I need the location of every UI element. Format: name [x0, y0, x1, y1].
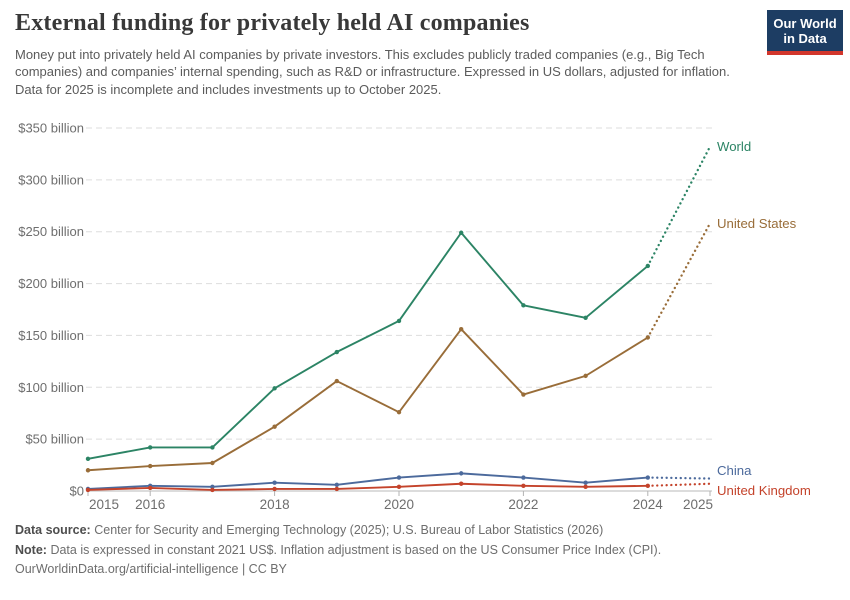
series-line-china — [87, 472, 648, 490]
data-point — [583, 373, 588, 379]
chart-footer: Data source: Center for Security and Eme… — [15, 521, 835, 580]
series-projection-united-states — [646, 222, 712, 339]
data-point — [210, 487, 215, 493]
series-line-world — [87, 231, 649, 460]
y-axis-label: $250 billion — [18, 224, 84, 239]
data-point — [521, 303, 526, 308]
series-line-united-states — [87, 328, 649, 472]
data-point — [521, 392, 526, 397]
data-point — [645, 263, 650, 269]
data-point — [85, 468, 91, 473]
y-axis-label: $200 billion — [18, 276, 84, 291]
data-point — [210, 484, 215, 490]
owid-logo-line2: in Data — [783, 31, 827, 46]
data-point — [583, 480, 588, 485]
data-point — [459, 481, 464, 486]
x-axis-label: 2018 — [260, 497, 290, 512]
series-line-united-kingdom — [87, 482, 648, 491]
data-point — [521, 483, 526, 489]
data-point — [272, 424, 277, 429]
data-point — [459, 471, 464, 476]
license-line: OurWorldinData.org/artificial-intelligen… — [15, 560, 835, 580]
note-label: Note: — [15, 542, 47, 557]
x-axis-label: 2016 — [135, 497, 165, 512]
data-point — [396, 475, 402, 480]
data-point — [521, 475, 526, 480]
y-axis-label: $50 billion — [25, 432, 84, 447]
data-point — [459, 230, 464, 235]
data-point — [334, 486, 339, 492]
x-axis-label: 2015 — [89, 497, 119, 512]
y-axis-label: $0 — [70, 484, 84, 499]
y-axis-label: $150 billion — [18, 328, 84, 343]
line-chart-canvas: $0 $50 billion $100 billion $150 billion $20… — [18, 121, 811, 513]
series-label-world[interactable]: World — [717, 139, 751, 154]
chart-area: $0 $50 billion $100 billion $150 billion $20… — [0, 106, 850, 518]
data-point — [85, 456, 91, 462]
license-text[interactable]: OurWorldinData.org/artificial-intelligen… — [15, 562, 287, 576]
data-point — [210, 460, 215, 466]
page-title: External funding for privately held AI c… — [15, 10, 530, 36]
chart-header: External funding for privately held AI c… — [15, 10, 760, 98]
data-point — [85, 487, 91, 493]
y-axis-label: $100 billion — [18, 380, 84, 395]
series-label-united-kingdom[interactable]: United Kingdom — [717, 483, 811, 498]
data-point — [148, 463, 153, 469]
data-point — [334, 482, 339, 487]
series-label-china[interactable]: China — [717, 463, 752, 478]
data-source-line: Data source: Center for Security and Eme… — [15, 521, 835, 541]
owid-logo: Our World in Data — [767, 10, 843, 55]
data-point — [396, 484, 402, 490]
data-point — [334, 349, 339, 355]
data-point — [272, 480, 277, 485]
data-point — [459, 327, 464, 332]
data-point — [334, 378, 339, 384]
data-point — [396, 409, 402, 415]
chart-subtitle: Money put into privately held AI compani… — [15, 47, 730, 97]
data-source-label: Data source: — [15, 523, 91, 537]
data-point — [645, 335, 650, 340]
data-point — [148, 445, 153, 450]
data-point — [645, 475, 650, 480]
x-axis-label: 2024 — [633, 497, 664, 512]
data-point — [272, 486, 277, 492]
series-label-united-states[interactable]: United States — [717, 216, 797, 231]
data-point — [396, 318, 402, 324]
y-axis-label: $350 billion — [18, 121, 84, 136]
data-point — [583, 484, 588, 490]
data-point — [645, 483, 650, 489]
data-point — [210, 445, 215, 450]
x-axis-label: 2022 — [508, 497, 538, 512]
data-point — [272, 386, 277, 391]
y-axis-label: $300 billion — [18, 172, 84, 187]
owid-logo-line1: Our World — [773, 16, 837, 31]
series-projection-world — [646, 145, 712, 268]
data-source-text: Center for Security and Emerging Technol… — [94, 523, 604, 537]
x-axis-label: 2025 — [683, 497, 713, 512]
series-projection-united-kingdom — [646, 482, 712, 487]
note-text: Data is expressed in constant 2021 US$. … — [50, 542, 662, 557]
x-axis-label: 2020 — [384, 497, 414, 512]
data-point — [583, 315, 588, 320]
note-line: Note: Data is expressed in constant 2021… — [15, 541, 835, 561]
series-projection-china — [646, 476, 712, 480]
data-point — [148, 485, 153, 491]
